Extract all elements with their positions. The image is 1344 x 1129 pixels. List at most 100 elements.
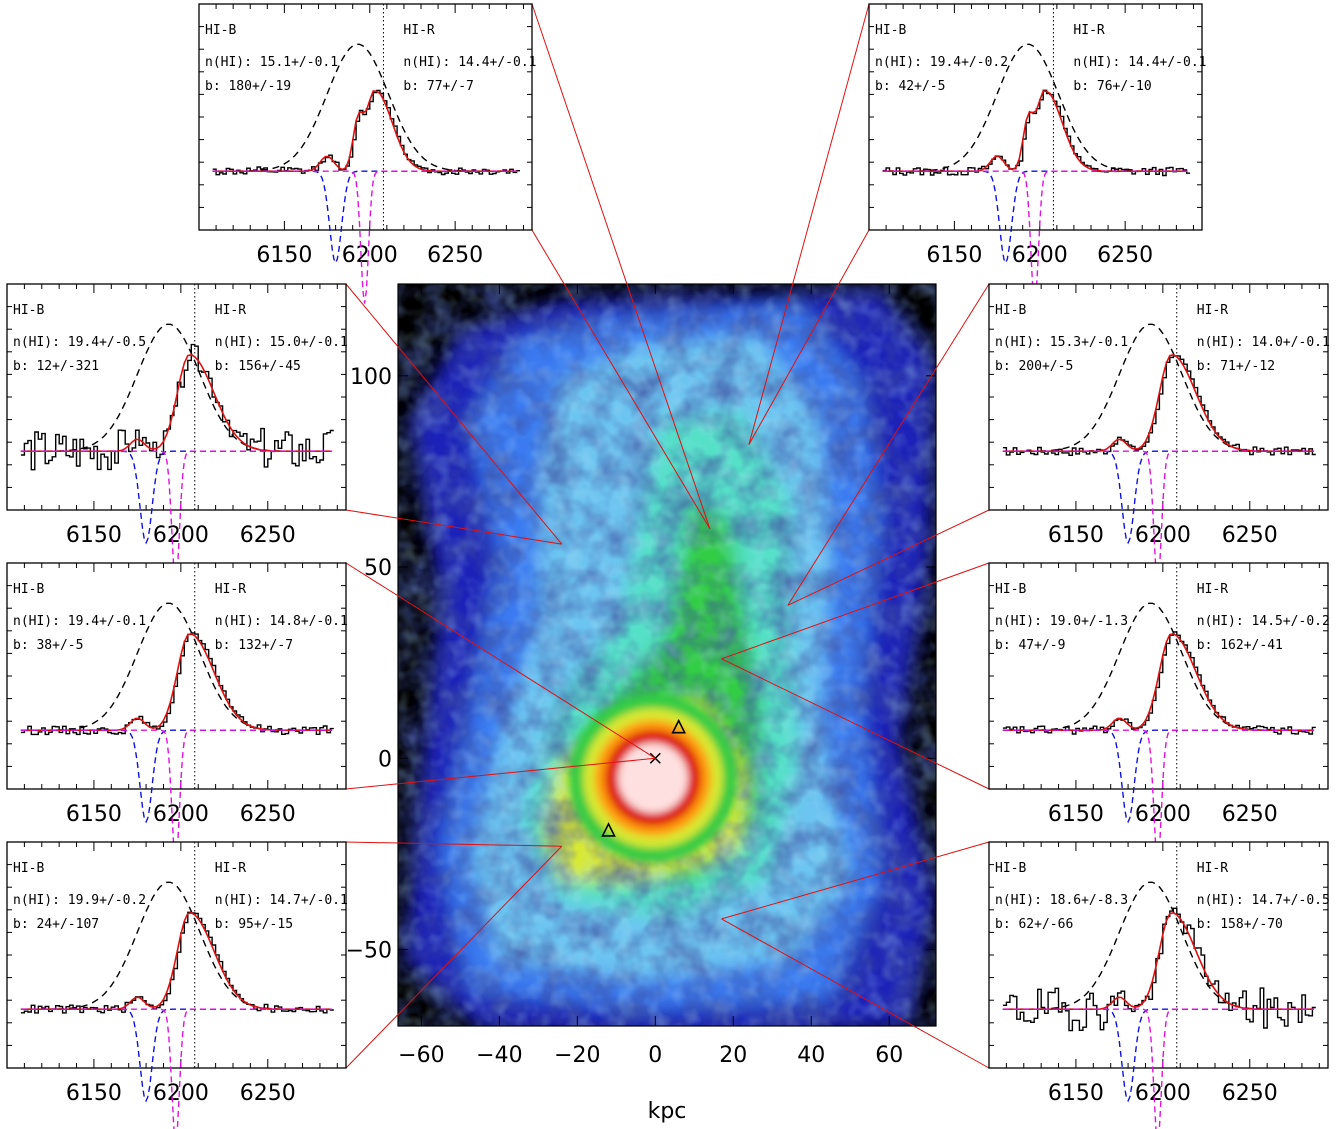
hi-r-b: b: 71+/-12 — [1197, 359, 1275, 374]
hi-r-absorption — [212, 170, 519, 304]
hi-b-b: b: 38+/-5 — [13, 638, 83, 653]
hi-r-absorption — [1002, 1008, 1315, 1129]
hi-b-b: b: 47+/-9 — [995, 638, 1065, 653]
hi-r-nhi: n(HI): 14.8+/-0.1 — [215, 614, 348, 629]
hi-b-label: HI-B — [875, 23, 906, 38]
hi-b-label: HI-B — [995, 861, 1026, 876]
map-ytick-label: 0 — [378, 747, 392, 772]
hi-r-b: b: 156+/-45 — [215, 359, 301, 374]
hi-b-label: HI-B — [13, 303, 44, 318]
hi-b-b: b: 12+/-321 — [13, 359, 99, 374]
hi-b-label: HI-B — [995, 582, 1026, 597]
panel-xtick-label: 6150 — [66, 523, 122, 548]
map-xtick-label: 0 — [648, 1043, 662, 1068]
hi-r-nhi: n(HI): 14.4+/-0.1 — [403, 55, 536, 70]
hi-b-b: b: 180+/-19 — [205, 79, 291, 94]
kpc-map — [398, 284, 936, 1026]
hi-b-label: HI-B — [995, 303, 1026, 318]
panel-xtick-label: 6250 — [240, 802, 296, 827]
hi-r-label: HI-R — [1073, 23, 1104, 38]
panel-xtick-label: 6150 — [1048, 802, 1104, 827]
connector-line — [748, 3, 870, 445]
panel-xtick-label: 6250 — [1222, 802, 1278, 827]
map-xtick-label: −40 — [476, 1043, 522, 1068]
spectrum-panel-right-3: 6150 6200 6250 HI-B n(HI): 18.6+/-8.3 b: 62+/… — [988, 841, 1330, 1129]
spectrum-panel-right-1: 6150 6200 6250 HI-B n(HI): 15.3+/-0.1 b: 200+… — [988, 283, 1330, 584]
hi-r-label: HI-R — [1197, 582, 1228, 597]
connector-line — [721, 562, 990, 660]
panel-xtick-label: 6200 — [153, 523, 209, 548]
panel-xtick-label: 6150 — [1048, 1081, 1104, 1106]
connector-line — [721, 658, 990, 790]
hi-r-label: HI-R — [1197, 861, 1228, 876]
panel-xtick-label: 6250 — [427, 243, 483, 268]
connector-line — [721, 918, 990, 1069]
spectrum-panel-left-2: 6150 6200 6250 HI-B n(HI): 19.4+/-0.1 b: 38+/… — [6, 562, 348, 863]
connector-line — [721, 841, 990, 920]
hi-b-label: HI-B — [13, 861, 44, 876]
hi-b-nhi: n(HI): 19.4+/-0.1 — [13, 614, 146, 629]
hi-b-label: HI-B — [13, 582, 44, 597]
hi-r-absorption — [882, 170, 1189, 304]
hi-r-nhi: n(HI): 14.4+/-0.1 — [1073, 55, 1206, 70]
connector-line — [787, 283, 990, 606]
hi-r-nhi: n(HI): 14.7+/-0.1 — [215, 893, 348, 908]
observed-spectrum — [212, 89, 520, 176]
hi-r-label: HI-R — [215, 861, 246, 876]
hi-r-b: b: 76+/-10 — [1073, 79, 1151, 94]
panel-frame — [868, 3, 1203, 231]
connector-line — [345, 841, 562, 847]
panel-xtick-label: 6150 — [926, 243, 982, 268]
hi-b-nhi: n(HI): 19.4+/-0.5 — [13, 335, 146, 350]
hi-r-nhi: n(HI): 15.0+/-0.1 — [215, 335, 348, 350]
panel-xtick-label: 6200 — [1135, 1081, 1191, 1106]
hi-b-b: b: 42+/-5 — [875, 79, 945, 94]
hi-b-nhi: n(HI): 19.0+/-1.3 — [995, 614, 1128, 629]
map-frame — [397, 283, 937, 1027]
connector-line — [787, 509, 990, 606]
panel-xtick-label: 6200 — [1135, 523, 1191, 548]
spectrum-panel-top-left: 6150 6200 6250 HI-B n(HI): 15.1+/-0.1 b: 180+… — [198, 3, 536, 304]
hi-r-nhi: n(HI): 14.5+/-0.2 — [1197, 614, 1330, 629]
hi-r-b: b: 158+/-70 — [1197, 917, 1283, 932]
spectrum-panel-left-1: 6150 6200 6250 HI-B n(HI): 19.4+/-0.5 b: 12+/… — [6, 283, 348, 584]
spectrum-panel-right-2: 6150 6200 6250 HI-B n(HI): 19.0+/-1.3 b: 47+/… — [988, 562, 1330, 863]
spectrum-panel-left-3: 6150 6200 6250 HI-B n(HI): 19.9+/-0.2 b: 24+/… — [6, 841, 348, 1129]
hi-b-b: b: 62+/-66 — [995, 917, 1073, 932]
panel-xtick-label: 6150 — [1048, 523, 1104, 548]
spectrum-panel-top-right: 6150 6200 6250 HI-B n(HI): 19.4+/-0.2 b: 42+/… — [868, 3, 1206, 304]
map-ytick-label: 100 — [350, 365, 392, 390]
panel-xtick-label: 6250 — [1097, 243, 1153, 268]
panel-xtick-label: 6150 — [66, 1081, 122, 1106]
map-xtick-label: 60 — [875, 1043, 903, 1068]
connector-line — [345, 509, 562, 545]
hi-r-absorption — [20, 1008, 333, 1129]
hi-r-b: b: 95+/-15 — [215, 917, 293, 932]
map-xtick-label: 20 — [719, 1043, 747, 1068]
hi-r-label: HI-R — [215, 303, 246, 318]
map-xtick-label: −20 — [554, 1043, 600, 1068]
connector-line — [748, 229, 870, 445]
triangle-marker — [671, 718, 686, 734]
hi-r-b: b: 132+/-7 — [215, 638, 293, 653]
panel-xtick-label: 6250 — [1222, 523, 1278, 548]
map-xtick-label: 40 — [797, 1043, 825, 1068]
panel-xtick-label: 6150 — [66, 802, 122, 827]
panel-xtick-label: 6250 — [240, 1081, 296, 1106]
connector-line — [531, 229, 711, 530]
hi-b-b: b: 24+/-107 — [13, 917, 99, 932]
panel-xtick-label: 6150 — [256, 243, 312, 268]
hi-b-label: HI-B — [205, 23, 236, 38]
map-xtick-label: −60 — [398, 1043, 444, 1068]
panel-xtick-label: 6250 — [1222, 1081, 1278, 1106]
spectrum-panels: 6150 6200 6250 HI-B n(HI): 15.1+/-0.1 b: 180+… — [6, 3, 1330, 1129]
hi-b-nhi: n(HI): 15.3+/-0.1 — [995, 335, 1128, 350]
hi-r-label: HI-R — [215, 582, 246, 597]
panel-xtick-label: 6200 — [153, 1081, 209, 1106]
connector-line — [345, 283, 563, 545]
panel-xtick-label: 6200 — [342, 243, 398, 268]
hi-r-b: b: 77+/-7 — [403, 79, 473, 94]
panel-xtick-label: 6200 — [153, 802, 209, 827]
